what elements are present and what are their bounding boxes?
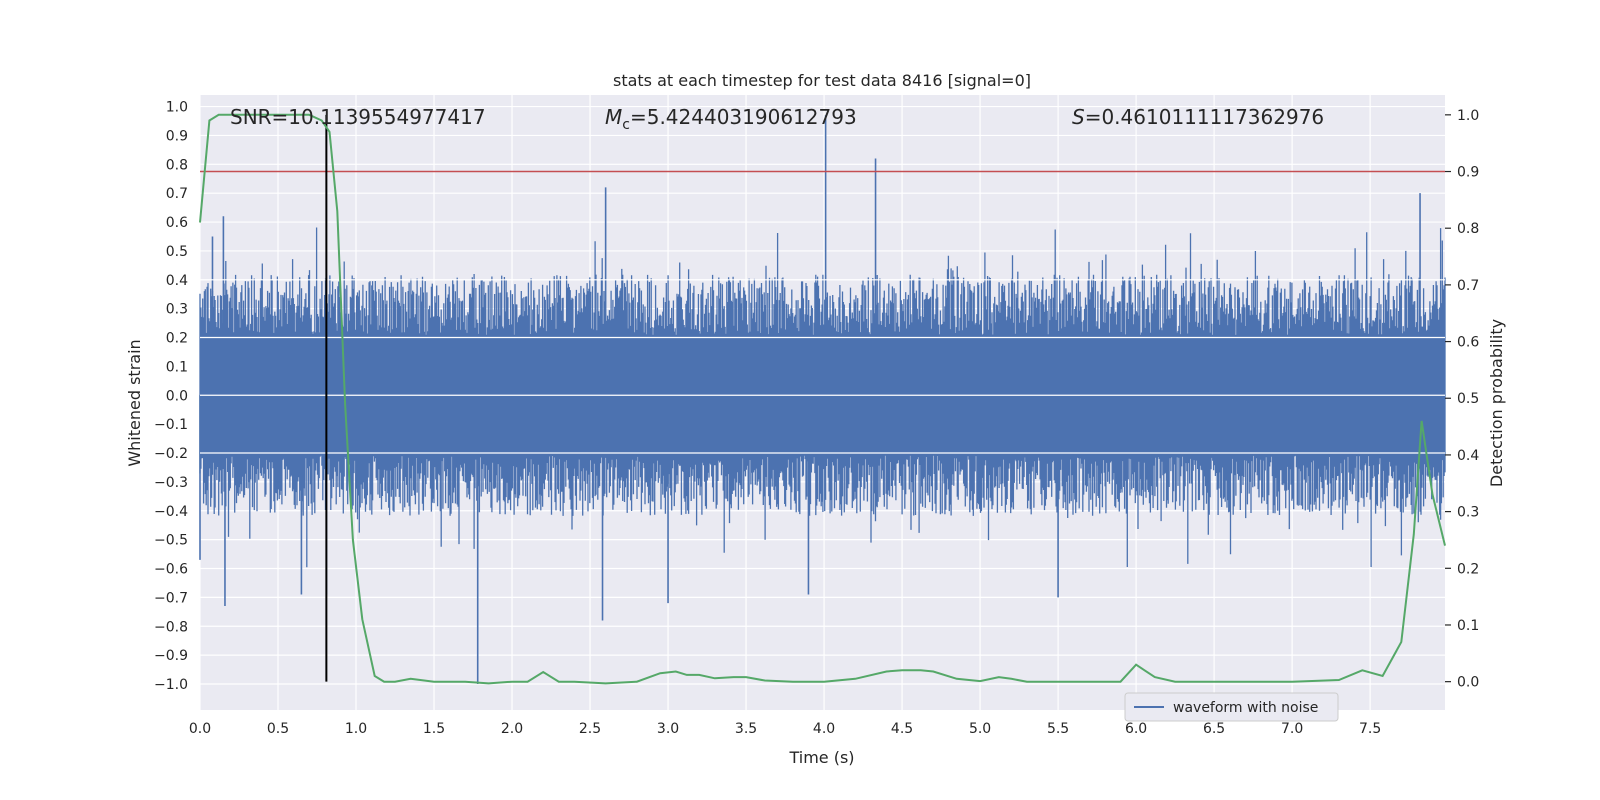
y-right-tick-label: 0.6 [1457, 335, 1479, 351]
x-tick-label: 0.5 [267, 721, 289, 737]
y-right-tick-label: 0.7 [1457, 278, 1479, 294]
legend: waveform with noise [1124, 692, 1339, 722]
y-right-tick-label: 0.2 [1457, 561, 1479, 577]
x-tick-label: 2.5 [579, 721, 601, 737]
y-right-tick-label: 0.3 [1457, 505, 1479, 521]
x-tick-label: 1.0 [345, 721, 367, 737]
y-right-tick-label: 0.0 [1457, 675, 1479, 691]
y-right-axis-label: Detection probability [1487, 319, 1506, 487]
x-tick-label: 6.5 [1203, 721, 1225, 737]
y-right-tick-label: 0.5 [1457, 391, 1479, 407]
s-annotation: S=0.4610111117362976 [1072, 105, 1324, 129]
y-left-tick-label: 0.6 [166, 215, 188, 231]
y-left-tick-label: 0.9 [166, 128, 188, 144]
y-left-tick-label: −1.0 [154, 677, 188, 693]
y-right-tick-label: 1.0 [1457, 108, 1479, 124]
x-tick-label: 7.5 [1359, 721, 1381, 737]
y-left-tick-label: −0.2 [154, 446, 188, 462]
y-left-tick-label: 0.2 [166, 331, 188, 347]
x-tick-label: 4.0 [813, 721, 835, 737]
y-left-tick-label: 0.3 [166, 302, 188, 318]
y-left-tick-label: −0.7 [154, 590, 188, 606]
x-tick-label: 4.5 [891, 721, 913, 737]
y-left-tick-label: −0.1 [154, 417, 188, 433]
overlay-lines [199, 113, 1446, 685]
x-tick-label: 5.5 [1047, 721, 1069, 737]
y-left-tick-label: −0.5 [154, 533, 188, 549]
y-left-tick-label: 0.8 [166, 157, 188, 173]
x-axis-label: Time (s) [788, 748, 854, 767]
snr-annotation: SNR=10.1139554977417 [230, 105, 486, 129]
x-tick-label: 1.5 [423, 721, 445, 737]
y-left-tick-label: −0.4 [154, 504, 188, 520]
y-right-tick-label: 0.4 [1457, 448, 1479, 464]
y-left-tick-label: −0.6 [154, 562, 188, 578]
y-right-tick-label: 0.9 [1457, 165, 1479, 181]
x-tick-label: 2.0 [501, 721, 523, 737]
y-left-tick-label: −0.3 [154, 475, 188, 491]
y-left-tick-label: −0.9 [154, 648, 188, 664]
y-left-tick-label: 0.4 [166, 273, 188, 289]
y-left-tick-label: 1.0 [166, 100, 188, 116]
chart-title: stats at each timestep for test data 841… [613, 71, 1031, 90]
y-left-tick-label: −0.8 [154, 619, 188, 635]
tick-labels: 0.0 0.5 1.0 1.5 2.0 2.5 3.0 3.5 4.0 4.5 5.0 5.5 6.0 6… [154, 100, 1479, 737]
y-right-tick-label: 0.8 [1457, 221, 1479, 237]
mc-annotation: Mc=5.424403190612793 [605, 105, 857, 133]
x-tick-label: 3.5 [735, 721, 757, 737]
legend-box [1124, 692, 1339, 722]
probability-line [199, 113, 1446, 685]
y-left-tick-label: 0.7 [166, 186, 188, 202]
y-left-axis-label: Whitened strain [125, 339, 144, 466]
y-left-tick-label: 0.5 [166, 244, 188, 260]
y-left-tick-label: 0.0 [166, 388, 188, 404]
x-tick-label: 7.0 [1281, 721, 1303, 737]
y-left-tick-label: 0.1 [166, 359, 188, 375]
x-tick-label: 3.0 [657, 721, 679, 737]
legend-label: waveform with noise [1173, 700, 1318, 716]
x-tick-label: 0.0 [189, 721, 211, 737]
x-tick-label: 5.0 [969, 721, 991, 737]
x-tick-label: 6.0 [1125, 721, 1147, 737]
y-right-tick-label: 0.1 [1457, 618, 1479, 634]
